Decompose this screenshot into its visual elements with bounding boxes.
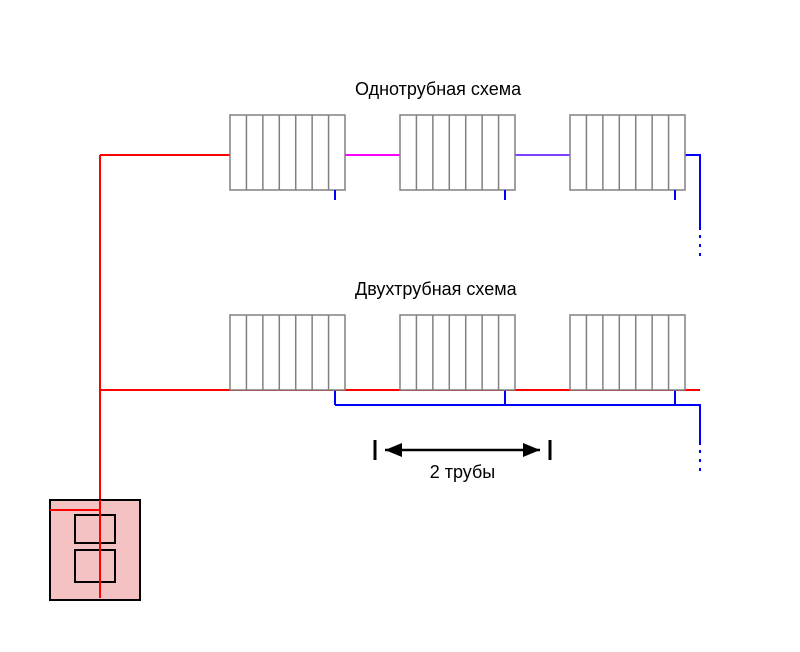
- row2-return-trunk: [335, 405, 700, 445]
- heating-schematic: Однотрубная схема Двухтрубная схема 2 труб…: [0, 0, 800, 652]
- row1-seg1: [335, 115, 410, 155]
- row2-radiator-1: [230, 315, 345, 390]
- row2-radiator-3: [570, 315, 685, 390]
- row1-radiator-1: [230, 115, 345, 190]
- boiler: [50, 500, 140, 600]
- label-double-pipe: Двухтрубная схема: [355, 279, 518, 299]
- dim-arrow-left: [385, 443, 402, 457]
- row1-radiator-3: [570, 115, 685, 190]
- label-single-pipe: Однотрубная схема: [355, 79, 522, 99]
- row1-seg2: [505, 115, 580, 155]
- label-two-pipes: 2 трубы: [430, 462, 496, 482]
- row2-radiator-2: [400, 315, 515, 390]
- row1-radiator-2: [400, 115, 515, 190]
- dim-arrow-right: [523, 443, 540, 457]
